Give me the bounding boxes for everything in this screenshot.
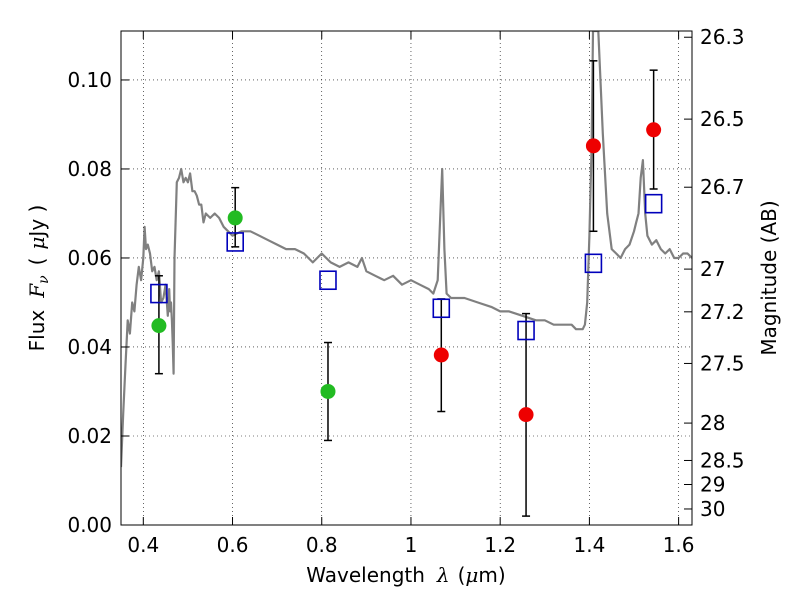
y-tick-label: 0.10 <box>67 68 112 92</box>
plot-frame <box>120 30 693 526</box>
green-data-point <box>227 210 243 226</box>
x-tick-label: 1.6 <box>663 533 695 557</box>
x-tick-label: 1 <box>405 533 418 557</box>
red-data-point <box>518 407 534 423</box>
y-tick-label: 0.06 <box>67 246 112 270</box>
x-axis-unit-rest: m) <box>478 563 505 587</box>
x-tick-label: 1.4 <box>573 533 605 557</box>
x-axis-label: Wavelength λ (μm) <box>306 563 505 587</box>
model-flux-square <box>319 270 337 291</box>
axis-ticks: 0.4 0.6 0.8 1 1.2 1.4 1.6 0.00 0.02 0.04 0.06 0.08 0… <box>67 25 744 557</box>
y-axis-symbol: F <box>25 283 49 299</box>
x-tick-label: 1.2 <box>484 533 516 557</box>
y-axis-label-group: Flux Fν ( μJy ) <box>25 205 52 352</box>
x-axis-unit-mu: μ <box>465 563 478 587</box>
model-flux-square <box>226 232 244 252</box>
model-flux-square <box>432 298 451 319</box>
y-tick-label: 0.00 <box>67 513 112 537</box>
y-axis-unit-rest: Jy ) <box>25 205 49 239</box>
y2-tick-label: 26.5 <box>700 107 745 131</box>
red-data-point <box>585 138 601 154</box>
x-tick-label: 0.8 <box>306 533 338 557</box>
y-tick-label: 0.02 <box>67 424 112 448</box>
y2-tick-label: 28 <box>700 411 725 435</box>
red-data-point <box>646 122 662 138</box>
red-data-point <box>433 347 449 363</box>
y-axis-unit-open: ( <box>25 258 49 266</box>
data-markers <box>150 122 663 423</box>
y2-tick-label: 26.7 <box>700 175 745 199</box>
model-flux-square <box>517 320 535 341</box>
x-axis-unit-open: ( <box>458 563 466 587</box>
y-axis-label: Flux Fν ( μJy ) <box>25 205 52 352</box>
y2-axis-label: Magnitude (AB) <box>757 200 781 355</box>
model-flux-square <box>584 253 603 274</box>
y-tick-label: 0.08 <box>67 157 112 181</box>
y2-tick-label: 29 <box>700 473 725 497</box>
model-flux-square <box>150 283 168 304</box>
x-tick-label: 0.6 <box>217 533 249 557</box>
green-data-point <box>320 383 336 399</box>
y2-axis-label-group: Magnitude (AB) <box>757 200 781 355</box>
x-axis-label-text: Wavelength <box>306 563 425 587</box>
y2-tick-label: 28.5 <box>700 448 745 472</box>
y2-tick-label: 27.5 <box>700 351 745 375</box>
plot-background <box>121 31 692 525</box>
y-axis-subscript: ν <box>36 275 52 284</box>
model-flux-square <box>644 193 663 214</box>
y2-tick-label: 26.3 <box>700 25 745 49</box>
x-tick-label: 0.4 <box>127 533 159 557</box>
y2-tick-label: 30 <box>700 497 725 521</box>
x-axis-symbol: λ <box>436 563 450 587</box>
y2-tick-label: 27.2 <box>700 300 745 324</box>
y2-tick-label: 27 <box>700 257 725 281</box>
y-axis-unit-mu: μ <box>25 237 49 250</box>
y-tick-label: 0.04 <box>67 335 112 359</box>
y-axis-label-text: Flux <box>25 310 49 352</box>
green-data-point <box>151 318 167 334</box>
